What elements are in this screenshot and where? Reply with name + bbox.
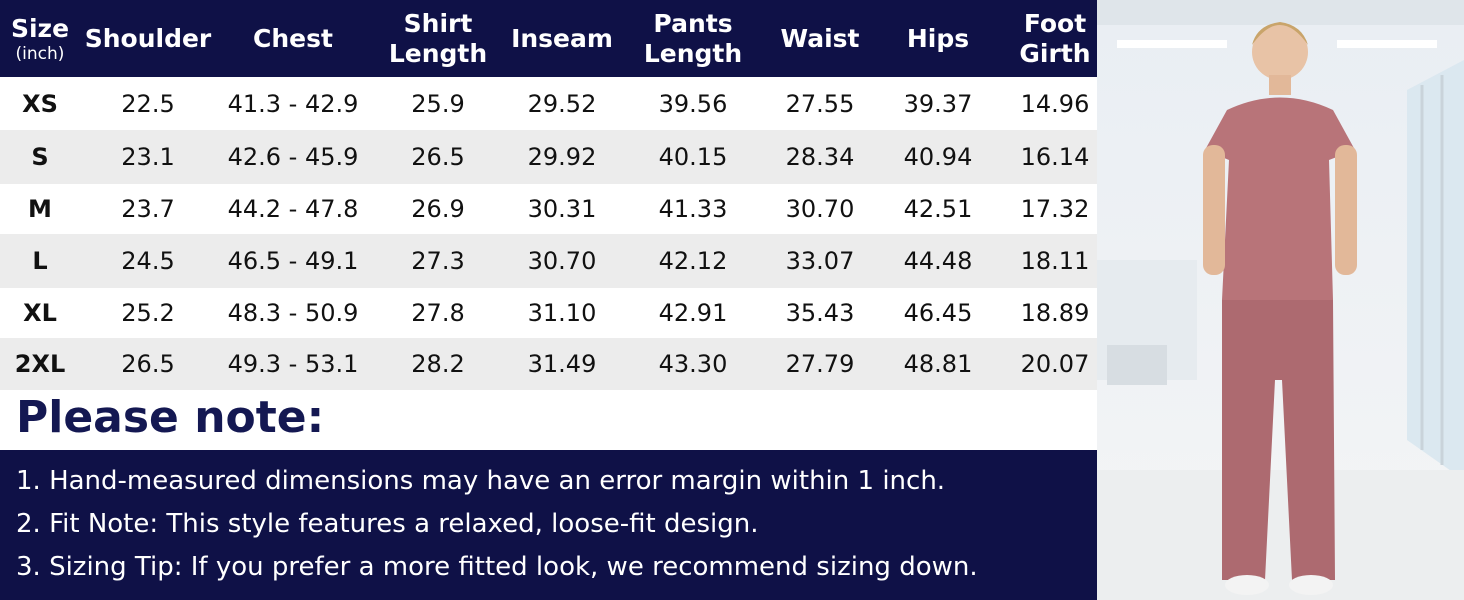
size-cell: M <box>28 195 52 223</box>
value-cell: 39.37 <box>903 89 973 118</box>
value-cell: 28.34 <box>785 143 855 171</box>
value-cell: 27.8 <box>411 299 465 327</box>
size-cell: XL <box>23 299 57 327</box>
value-cell: 44.48 <box>903 247 973 275</box>
value-cell: 24.5 <box>121 247 175 275</box>
header-cell: Waist <box>760 0 880 77</box>
size-chart: Size (inch) Shoulder Chest Shirt Length Inseam… <box>0 0 1097 600</box>
note-title: Please note: <box>16 392 325 443</box>
notes-box: 1. Hand-measured dimensions may have an … <box>0 450 1097 600</box>
value-cell: 29.52 <box>527 89 597 118</box>
value-cell: 25.9 <box>411 89 465 118</box>
value-cell: 17.32 <box>1020 195 1090 223</box>
note-item: 1. Hand-measured dimensions may have an … <box>16 466 946 496</box>
value-cell: 18.89 <box>1020 299 1090 327</box>
header-text: Shirt <box>403 8 473 38</box>
size-cell: XS <box>22 89 58 118</box>
header-cell: Hips <box>883 0 993 77</box>
value-cell: 26.9 <box>411 195 465 223</box>
value-cell: 42.51 <box>903 195 973 223</box>
value-cell: 35.43 <box>785 299 855 327</box>
value-cell: 18.11 <box>1020 247 1090 275</box>
header-text: Hips <box>906 23 970 53</box>
value-cell: 30.70 <box>785 195 855 223</box>
value-cell: 42.6 - 45.9 <box>227 143 359 171</box>
value-cell: 31.10 <box>527 299 597 327</box>
value-cell: 28.2 <box>411 350 465 378</box>
header-text: Inseam <box>511 23 613 53</box>
value-cell: 26.5 <box>121 350 175 378</box>
header-cell: Chest <box>216 0 370 77</box>
value-cell: 46.45 <box>903 299 973 327</box>
size-cell: 2XL <box>14 350 66 378</box>
table-row: M 23.7 44.2 - 47.8 26.9 30.31 41.33 30.70 42.51… <box>0 184 1097 234</box>
value-cell: 27.79 <box>785 350 855 378</box>
value-cell: 20.07 <box>1020 350 1090 378</box>
value-cell: 27.3 <box>411 247 465 275</box>
value-cell: 44.2 - 47.8 <box>227 195 359 223</box>
table-row: L 24.5 46.5 - 49.1 27.3 30.70 42.12 33.07 44.48… <box>0 234 1097 288</box>
size-cell: S <box>31 143 49 171</box>
value-cell: 42.91 <box>658 299 728 327</box>
value-cell: 41.33 <box>658 195 728 223</box>
header-text: Length <box>388 38 488 68</box>
value-cell: 22.5 <box>121 89 175 118</box>
value-cell: 46.5 - 49.1 <box>227 247 359 275</box>
header-text: Girth <box>1019 38 1091 68</box>
value-cell: 30.31 <box>527 195 597 223</box>
value-cell: 29.92 <box>527 143 597 171</box>
value-cell: 26.5 <box>411 143 465 171</box>
value-cell: 40.15 <box>658 143 728 171</box>
table-header: Size (inch) Shoulder Chest Shirt Length Inseam… <box>0 0 1097 77</box>
value-cell: 14.96 <box>1020 89 1090 118</box>
value-cell: 23.1 <box>121 143 175 171</box>
header-cell: Shirt Length <box>378 0 498 77</box>
header-text: Length <box>643 38 743 68</box>
header-text: Foot <box>1023 8 1087 38</box>
value-cell: 48.81 <box>903 350 973 378</box>
value-cell: 25.2 <box>121 299 175 327</box>
value-cell: 43.30 <box>658 350 728 378</box>
value-cell: 33.07 <box>785 247 855 275</box>
header-text: Shoulder <box>84 23 212 53</box>
header-cell: Size (inch) <box>0 0 80 77</box>
value-cell: 16.14 <box>1020 143 1090 171</box>
header-cell: Pants Length <box>628 0 758 77</box>
size-cell: L <box>32 247 48 275</box>
value-cell: 42.12 <box>658 247 728 275</box>
header-text: Size <box>10 13 70 43</box>
value-cell: 31.49 <box>527 350 597 378</box>
value-cell: 49.3 - 53.1 <box>227 350 359 378</box>
value-cell: 27.55 <box>785 89 855 118</box>
header-text: (inch) <box>15 43 65 64</box>
value-cell: 39.56 <box>658 89 728 118</box>
table-row: XS 22.5 41.3 - 42.9 25.9 29.52 39.56 27.55 39.3… <box>0 77 1097 130</box>
value-cell: 41.3 - 42.9 <box>227 89 359 118</box>
value-cell: 48.3 - 50.9 <box>227 299 359 327</box>
header-text: Pants <box>653 8 733 38</box>
note-item: 3. Sizing Tip: If you prefer a more fitt… <box>16 552 978 582</box>
value-cell: 23.7 <box>121 195 175 223</box>
note-item: 2. Fit Note: This style features a relax… <box>16 509 759 539</box>
header-text: Waist <box>780 23 860 53</box>
header-cell: Inseam <box>502 0 622 77</box>
header-cell: Foot Girth <box>1007 0 1103 77</box>
value-cell: 40.94 <box>903 143 973 171</box>
table-row: S 23.1 42.6 - 45.9 26.5 29.92 40.15 28.34 40.94… <box>0 130 1097 184</box>
value-cell: 30.70 <box>527 247 597 275</box>
header-text: Chest <box>253 23 333 53</box>
table-row: XL 25.2 48.3 - 50.9 27.8 31.10 42.91 35.43 46.4… <box>0 288 1097 338</box>
header-cell: Shoulder <box>80 0 216 77</box>
table-row: 2XL 26.5 49.3 - 53.1 28.2 31.49 43.30 27.79 48.… <box>0 338 1097 390</box>
model-photo <box>1097 0 1464 600</box>
